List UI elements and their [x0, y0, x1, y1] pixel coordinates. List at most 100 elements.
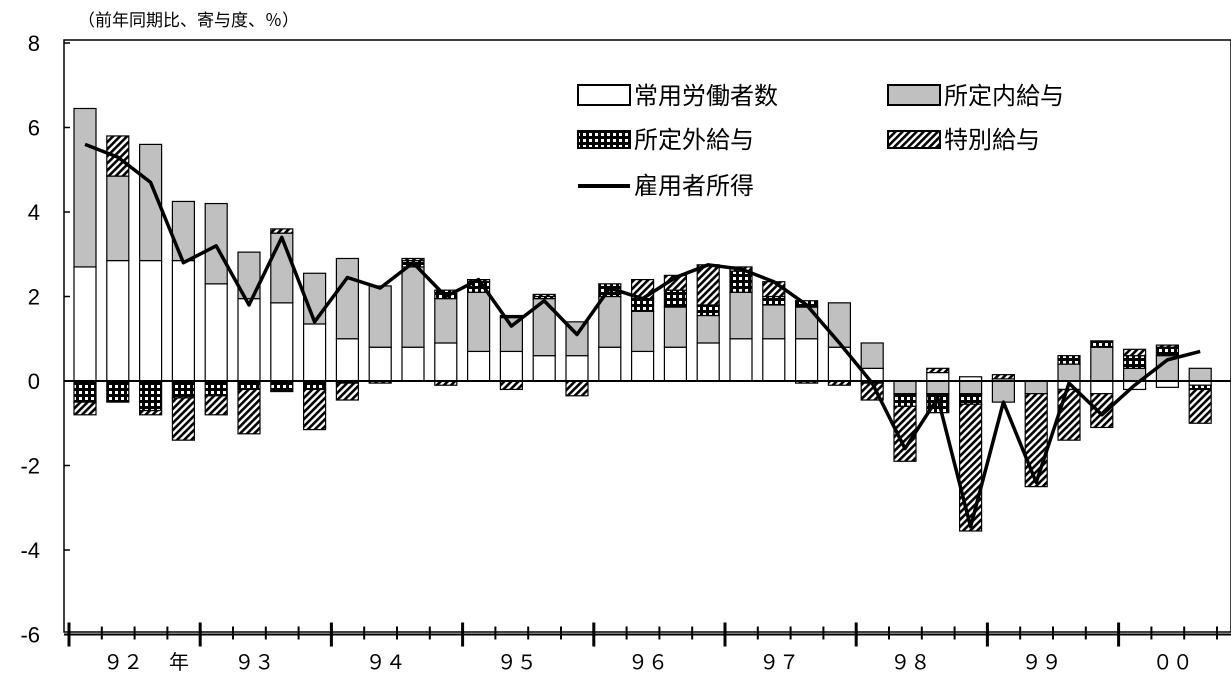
y-tick-label: -4	[20, 538, 40, 563]
unit-label: （前年同期比、寄与度、％）	[78, 11, 299, 31]
bar-segment-series-3	[401, 257, 425, 262]
bar-segment-series-2	[958, 393, 983, 405]
bar-segment-series-0	[663, 346, 688, 382]
x-tick-label: ９５	[497, 650, 537, 674]
bar-segment-series-3	[1155, 344, 1180, 348]
bar-segment-series-3	[958, 403, 983, 532]
bar-segment-series-0	[171, 259, 195, 382]
bar-segment-series-2	[1122, 355, 1147, 369]
legend-item-scheduled-pay: 所定内給与	[887, 82, 1064, 110]
bar-segment-series-2	[696, 304, 720, 317]
bar-segment-series-0	[204, 283, 228, 382]
bar-segment-series-0	[598, 346, 622, 382]
bar-segment-series-1	[401, 266, 425, 348]
y-tick-label: -6	[20, 623, 40, 648]
line-layer	[84, 142, 1201, 529]
bar-segment-series-2	[1155, 346, 1180, 357]
legend-item-special-pay: 特別給与	[887, 126, 1040, 154]
bar-segment-series-3	[926, 367, 950, 374]
bar-segment-series-3	[499, 380, 523, 391]
bar-segment-series-0	[467, 350, 491, 382]
bar-segment-series-1	[467, 291, 491, 353]
bar-segment-series-0	[303, 323, 327, 382]
bar-segment-series-1	[368, 285, 392, 348]
bar-segment-series-2	[1188, 384, 1212, 391]
bar-segment-series-2	[893, 393, 917, 407]
legend-item-overtime-pay: 所定外給与	[577, 126, 754, 154]
bar-segment-series-1	[1024, 380, 1048, 395]
bar-segment-series-3	[696, 264, 720, 306]
legend-swatch-overtime-pay	[577, 130, 631, 149]
bar-segment-series-2	[204, 380, 228, 397]
bar-segment-series-2	[729, 270, 753, 293]
bar-segment-series-1	[958, 380, 983, 395]
legend: 常用労働者数 所定内給与 所定外給与 特別給与 雇用者所得	[577, 82, 1064, 200]
bar-segment-series-3	[1188, 388, 1212, 424]
bar-segment-series-1	[139, 143, 163, 262]
bar-segment-series-3	[1024, 393, 1048, 488]
bar-segment-series-0	[434, 342, 458, 382]
bar-segment-series-2	[171, 380, 195, 399]
bar-segment-series-1	[762, 304, 786, 340]
x-tick-label: ９７	[759, 650, 799, 674]
bar-segment-series-0	[106, 259, 130, 382]
bar-segment-series-2	[237, 380, 261, 391]
x-axis: ９２ 年 ９３ ９４ ９５ ９６ ９７ ９８ ９９ ００	[64, 622, 1231, 674]
bar-segment-series-3	[171, 397, 195, 441]
legend-label-compensation: 雇用者所得	[634, 172, 754, 200]
bar-segment-series-0	[139, 259, 163, 382]
bar-segment-series-1	[1057, 363, 1081, 382]
bar-segment-series-0	[794, 338, 819, 382]
bar-segment-series-1	[991, 380, 1016, 403]
bar-segment-series-3	[237, 388, 261, 435]
legend-swatch-special-pay	[887, 130, 941, 149]
bar-segment-series-1	[926, 380, 950, 395]
bar-segment-series-1	[598, 295, 622, 348]
bar-segment-series-3	[303, 388, 327, 431]
y-tick-label: 0	[28, 369, 40, 394]
bar-segment-series-2	[1057, 355, 1081, 365]
legend-label-special-pay: 特別給与	[944, 126, 1040, 154]
bar-segment-series-1	[499, 317, 523, 353]
bar-segment-series-2	[73, 380, 97, 403]
y-tick-label: 4	[28, 200, 40, 225]
bar-segment-series-3	[1057, 388, 1081, 441]
bar-segment-series-0	[335, 338, 359, 382]
bar-segment-series-0	[532, 355, 556, 382]
bar-segment-series-1	[729, 291, 753, 340]
bar-segment-series-2	[139, 380, 163, 412]
legend-label-employees: 常用労働者数	[634, 82, 778, 110]
bar-segment-series-0	[270, 302, 294, 382]
bar-segment-series-1	[171, 200, 195, 262]
bar-segment-series-1	[73, 107, 97, 268]
legend-item-compensation: 雇用者所得	[578, 172, 754, 200]
bar-segment-series-1	[204, 202, 228, 285]
x-tick-label: ９９	[1022, 650, 1062, 674]
bar-segment-series-2	[663, 289, 688, 308]
x-tick-label: ９３	[234, 650, 274, 674]
bar-segment-series-1	[860, 342, 884, 369]
bar-segment-series-3	[991, 374, 1016, 380]
bar-segment-series-1	[335, 257, 359, 340]
bar-segment-series-1	[1188, 367, 1212, 382]
bar-segment-series-1	[663, 306, 688, 348]
bar-segment-series-3	[532, 293, 556, 298]
bar-segment-series-2	[303, 380, 327, 391]
legend-label-scheduled-pay: 所定内給与	[944, 82, 1064, 110]
bar-segment-series-2	[762, 295, 786, 306]
bar-segment-series-2	[1090, 340, 1114, 348]
x-tick-label: ００	[1153, 650, 1193, 674]
bar-segment-series-3	[565, 380, 589, 397]
legend-swatch-employees	[577, 84, 631, 106]
bar-segment-series-0	[762, 338, 786, 382]
bar-segment-series-1	[434, 298, 458, 344]
bar-segment-series-3	[73, 401, 97, 416]
bar-segment-series-2	[630, 298, 655, 312]
bar-segment-series-2	[270, 380, 294, 393]
x-tick-label: ９８	[890, 650, 930, 674]
x-tick-label: ９２	[103, 650, 143, 674]
bar-segment-series-1	[237, 251, 261, 300]
bar-segment-series-0	[565, 355, 589, 382]
bar-segment-series-1	[270, 232, 294, 304]
